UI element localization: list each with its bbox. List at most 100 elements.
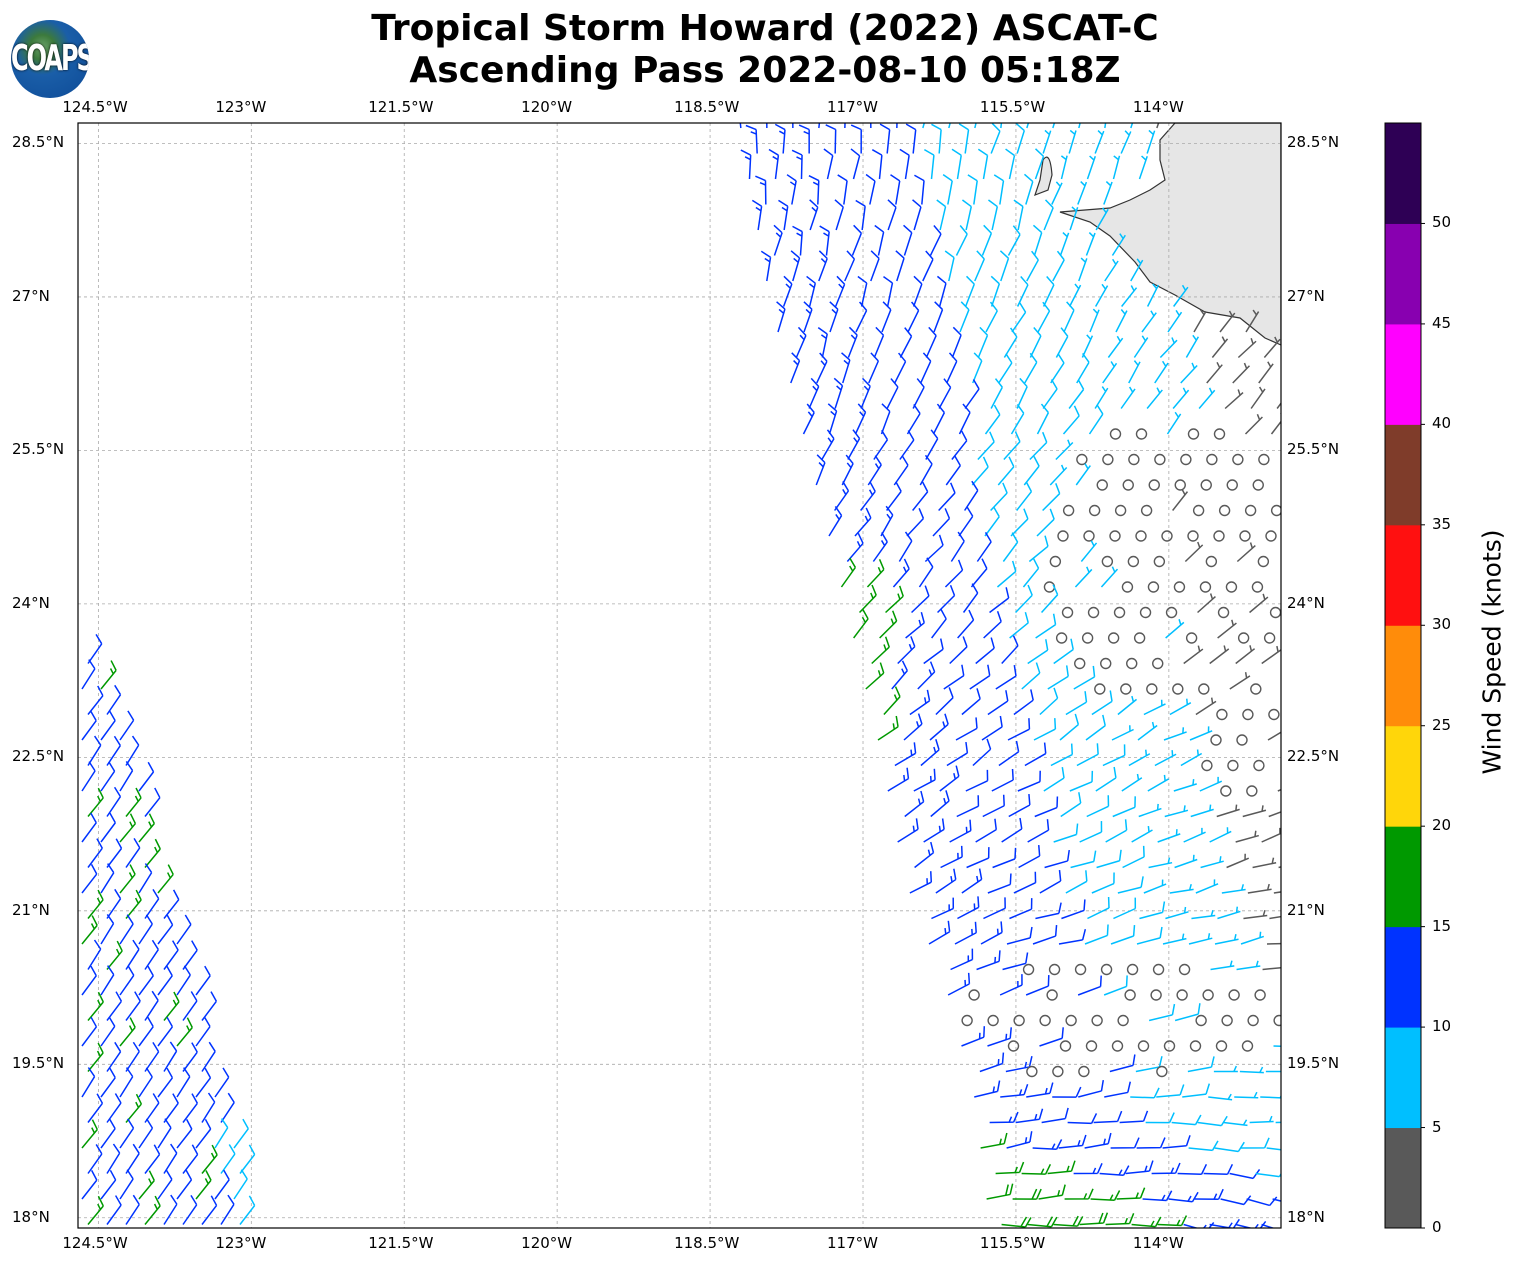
- wind-barb: [1081, 334, 1094, 358]
- wind-barb: [1086, 795, 1110, 818]
- wind-barb: [909, 871, 933, 894]
- wind-barb: [1034, 148, 1045, 180]
- wind-barb: [972, 738, 992, 767]
- lat-tick-left: 22.5°N: [12, 747, 65, 766]
- wind-barb: [1208, 1093, 1233, 1101]
- wind-barb: [857, 275, 868, 307]
- wind-barb: [806, 275, 817, 307]
- wind-barb: [871, 149, 883, 180]
- wind-barb: [944, 559, 964, 588]
- wind-barb: [1079, 1212, 1109, 1226]
- wind-barb: [1049, 464, 1068, 486]
- calm-circle: [1174, 479, 1186, 491]
- wind-barb: [125, 1143, 140, 1174]
- wind-barb: [1036, 508, 1055, 537]
- colorbar-bin: [1385, 725, 1421, 827]
- wind-barb: [81, 1067, 96, 1098]
- wind-barb: [1157, 829, 1181, 843]
- wind-barb: [1236, 542, 1256, 563]
- calm-circle: [1161, 530, 1173, 542]
- wind-barb: [176, 1169, 193, 1200]
- wind-barb: [1138, 803, 1162, 818]
- wind-barb: [1001, 635, 1019, 665]
- wind-barb: [981, 224, 993, 256]
- wind-barb: [808, 377, 820, 409]
- wind-barb: [1117, 695, 1138, 716]
- wind-barb: [961, 688, 981, 716]
- wind-barb: [100, 1169, 117, 1200]
- wind-barb: [1180, 362, 1198, 384]
- wind-barb: [1112, 155, 1121, 180]
- wind-barb: [1078, 123, 1081, 129]
- calm-circle: [1172, 683, 1184, 695]
- wind-barb: [1216, 804, 1240, 818]
- wind-barb: [1272, 1198, 1281, 1202]
- wind-barb: [905, 123, 917, 154]
- wind-barb: [1258, 361, 1274, 384]
- colorbar-tick-label: 5: [1432, 1117, 1442, 1136]
- wind-barb: [1255, 1172, 1281, 1178]
- calm-circle: [1022, 963, 1035, 976]
- wind-barb: [119, 965, 135, 996]
- logo-text: COAPS: [11, 37, 89, 79]
- wind-barb: [870, 123, 872, 129]
- wind-barb: [1213, 1065, 1238, 1073]
- lon-tick-bottom: 117°W: [827, 1234, 878, 1252]
- lon-tick-bottom: 121.5°W: [368, 1234, 434, 1252]
- wind-barb: [1039, 687, 1059, 716]
- wind-barb: [987, 690, 1009, 716]
- wind-barb: [1198, 387, 1216, 409]
- wind-barb: [1235, 830, 1259, 843]
- colorbar-tick-label: 50: [1432, 213, 1452, 232]
- colorbar-tick-label: 40: [1432, 414, 1452, 433]
- wind-barb: [1047, 665, 1069, 690]
- wind-barb: [195, 1067, 212, 1098]
- wind-barb: [201, 991, 218, 1021]
- wind-barb: [1052, 123, 1056, 129]
- wind-barb: [1110, 924, 1136, 945]
- wind-barb: [919, 454, 933, 486]
- calm-circle: [1217, 606, 1230, 619]
- wind-barb: [1116, 1187, 1146, 1200]
- wind-barb: [1032, 1139, 1063, 1150]
- wind-barb: [1023, 173, 1034, 205]
- wind-barb: [1194, 1188, 1224, 1200]
- wind-barb: [1157, 1215, 1188, 1227]
- wind-barb: [1005, 1056, 1033, 1073]
- wind-barb: [923, 638, 944, 665]
- calm-circle: [1254, 989, 1266, 1001]
- calm-circle: [1173, 581, 1186, 593]
- wind-barb: [847, 429, 861, 460]
- wind-barb: [1067, 1113, 1098, 1125]
- wind-barb: [855, 301, 868, 333]
- wind-barb: [1026, 1082, 1054, 1098]
- calm-circle: [1126, 963, 1139, 976]
- wind-barb: [798, 124, 810, 154]
- wind-barb: [1024, 352, 1038, 384]
- lon-tick-bottom: 120°W: [521, 1234, 573, 1252]
- wind-barb: [1184, 541, 1204, 563]
- wind-barb: [201, 1041, 216, 1072]
- wind-barb: [1165, 619, 1185, 639]
- calm-circle: [1165, 606, 1178, 619]
- wind-barb: [974, 123, 977, 129]
- wind-barb: [157, 864, 174, 894]
- colorbar-tick-label: 45: [1432, 313, 1452, 332]
- wind-barb: [1042, 129, 1052, 154]
- wind-barb: [1058, 1134, 1087, 1149]
- wind-barb: [818, 250, 828, 282]
- calm-circle: [1265, 530, 1277, 542]
- wind-barb: [855, 199, 866, 231]
- wind-barb: [1154, 750, 1177, 767]
- calm-circle: [1088, 504, 1101, 517]
- wind-barb: [220, 1144, 236, 1174]
- wind-barb: [946, 741, 969, 767]
- wind-barb: [1223, 1119, 1248, 1127]
- wind-barb: [144, 1195, 161, 1225]
- wind-barb: [951, 430, 968, 460]
- wind-barb: [1146, 283, 1160, 307]
- wind-barb: [1107, 335, 1124, 358]
- wind-barb: [1075, 463, 1091, 486]
- wind-barb: [907, 301, 920, 333]
